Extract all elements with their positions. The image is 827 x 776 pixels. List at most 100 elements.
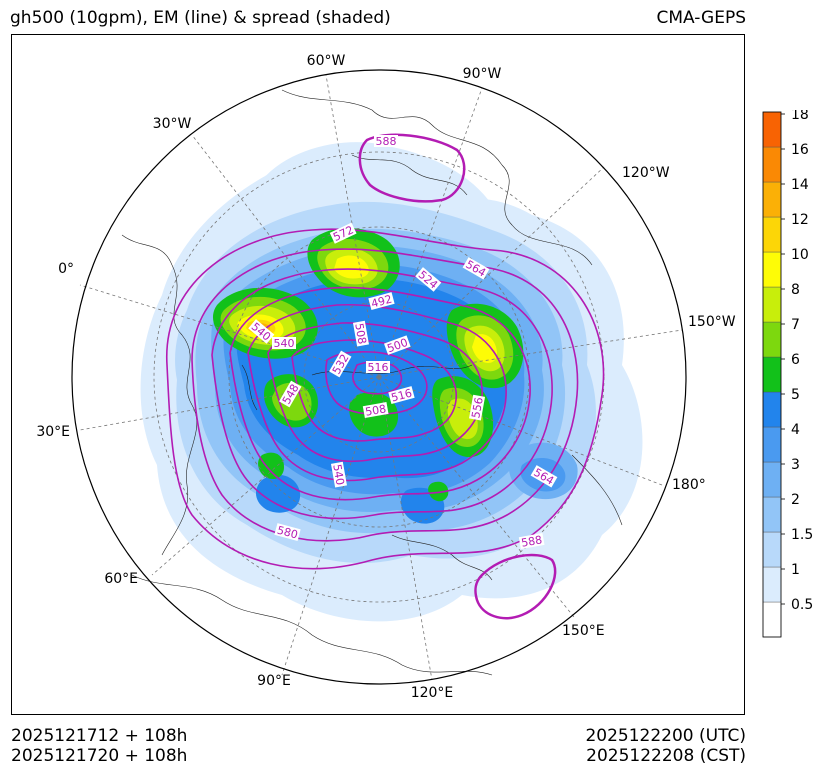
colorbar-tick-label: 0.5 (791, 597, 813, 613)
colorbar-swatch (762, 216, 782, 253)
contour-label-text: 516 (390, 387, 414, 405)
contour-label-text: 516 (368, 361, 389, 374)
init-time-cst: 2025121720 + 108h (11, 746, 188, 766)
spread-region (258, 452, 284, 479)
colorbar-swatch (762, 286, 782, 323)
colorbar-tick-label: 7 (791, 317, 800, 333)
contour-label: 516 (366, 361, 390, 374)
spread-region (428, 481, 449, 502)
colorbar-swatch (762, 181, 782, 218)
contour-label-bg (388, 386, 415, 404)
contour-label: 508 (362, 402, 389, 419)
colorbar-swatch (762, 461, 782, 498)
init-time-utc: 2025121712 + 108h (11, 726, 188, 746)
colorbar-swatch (762, 146, 782, 183)
longitude-label: 60°W (307, 53, 346, 69)
colorbar-swatch (762, 356, 782, 393)
spread-region (255, 474, 301, 513)
mean-contours (166, 133, 605, 620)
contour-label-text: 580 (276, 524, 300, 542)
map-frame: 588 572 564 524 492 540 540 508 500 532 516 548 516 5… (11, 34, 745, 715)
colorbar-tick-label: 5 (791, 387, 800, 403)
colorbar-tick-label: 1.5 (791, 527, 813, 543)
chart-title: gh500 (10gpm), EM (line) & spread (shade… (10, 8, 391, 28)
longitude-label: 30°E (36, 424, 70, 440)
colorbar-tick-label: 16 (791, 142, 809, 158)
contour-label-bg (383, 335, 411, 355)
contour-label-text: 588 (520, 533, 543, 549)
longitude-label: 150°W (688, 314, 736, 330)
map-boundary (71, 69, 687, 685)
longitude-label: 90°W (463, 66, 502, 82)
contour-label: 516 (388, 386, 415, 405)
contour-label: 492 (368, 292, 395, 311)
longitude-label: 120°W (622, 165, 670, 181)
colorbar-swatch (762, 111, 782, 148)
spread-region (447, 398, 478, 440)
contour-label-bg (362, 402, 389, 419)
contour-label: 580 (274, 523, 301, 542)
contour-label-bg (329, 350, 352, 378)
valid-time-block: 2025122200 (UTC) 2025122208 (CST) (585, 726, 746, 766)
longitude-label: 0° (58, 261, 74, 277)
contour-label-text: 508 (352, 322, 368, 345)
contour-label-bg (462, 257, 490, 280)
contour-label: 588 (374, 135, 398, 148)
contour-label-bg (530, 465, 558, 488)
colorbar-tick-label: 18 (791, 110, 809, 123)
contour-label-bg (366, 361, 390, 373)
contour-label: 556 (469, 394, 486, 421)
contour-label-bg (374, 135, 398, 147)
contour-label-bg (279, 380, 302, 408)
colorbar-tick-label: 14 (791, 177, 809, 193)
contour-label-text: 508 (364, 402, 387, 418)
longitude-label: 90°E (257, 673, 291, 689)
longitude-label-layer: 60°W 90°W 30°W 120°W 0° 150°W 30°E 180° 60°E 150°… (36, 53, 735, 701)
contour-label: 508 (352, 320, 369, 347)
colorbar-swatch (762, 531, 782, 568)
longitude-label: 150°E (562, 623, 605, 639)
contour-label-bg (272, 337, 296, 349)
contour-label-bg (329, 222, 357, 244)
contour-label-bg (518, 533, 545, 550)
contour-label: 540 (272, 337, 296, 350)
colorbar-swatch (762, 391, 782, 428)
longitude-label: 120°E (411, 685, 454, 701)
contour-label-bg (352, 320, 369, 347)
colorbar-tick-label: 10 (791, 247, 809, 263)
colorbar-swatches: 0.5 1 1.5 2 3 4 5 6 7 8 10 12 14 16 18 (762, 110, 813, 638)
colorbar-swatch (762, 601, 782, 638)
colorbar-swatch (762, 566, 782, 603)
contour-label: 540 (330, 461, 347, 488)
colorbar: 0.5 1 1.5 2 3 4 5 6 7 8 10 12 14 16 18 (762, 110, 813, 638)
longitude-label: 60°E (104, 571, 138, 587)
contour-label-bg (469, 394, 486, 421)
longitude-label: 180° (672, 477, 706, 493)
contour-label-bg (248, 319, 275, 344)
colorbar-tick-label: 8 (791, 282, 800, 298)
longitude-label: 30°W (153, 116, 192, 132)
contour-label-text: 556 (469, 396, 485, 419)
contour-label-text: 588 (376, 135, 397, 148)
colorbar-tick-label: 4 (791, 422, 800, 438)
valid-time-utc: 2025122200 (UTC) (585, 726, 746, 746)
colorbar-tick-label: 12 (791, 212, 809, 228)
colorbar-swatch (762, 426, 782, 463)
contour-label-text: 492 (370, 293, 394, 311)
spread-region (472, 334, 498, 363)
contour-label-bg (368, 292, 395, 310)
colorbar-outline (762, 111, 782, 638)
contour-label-bg (415, 267, 442, 292)
colorbar-tick-label: 3 (791, 457, 800, 473)
colorbar-swatch (762, 251, 782, 288)
colorbar-tick-label: 1 (791, 562, 800, 578)
contour-label: 588 (518, 533, 545, 550)
init-time-block: 2025121712 + 108h 2025121720 + 108h (11, 726, 187, 766)
spread-region (262, 142, 492, 210)
contour-label-bg (330, 461, 347, 488)
colorbar-swatch (762, 321, 782, 358)
colorbar-swatch (762, 496, 782, 533)
colorbar-tick-label: 2 (791, 492, 800, 508)
valid-time-cst: 2025122208 (CST) (586, 746, 746, 766)
